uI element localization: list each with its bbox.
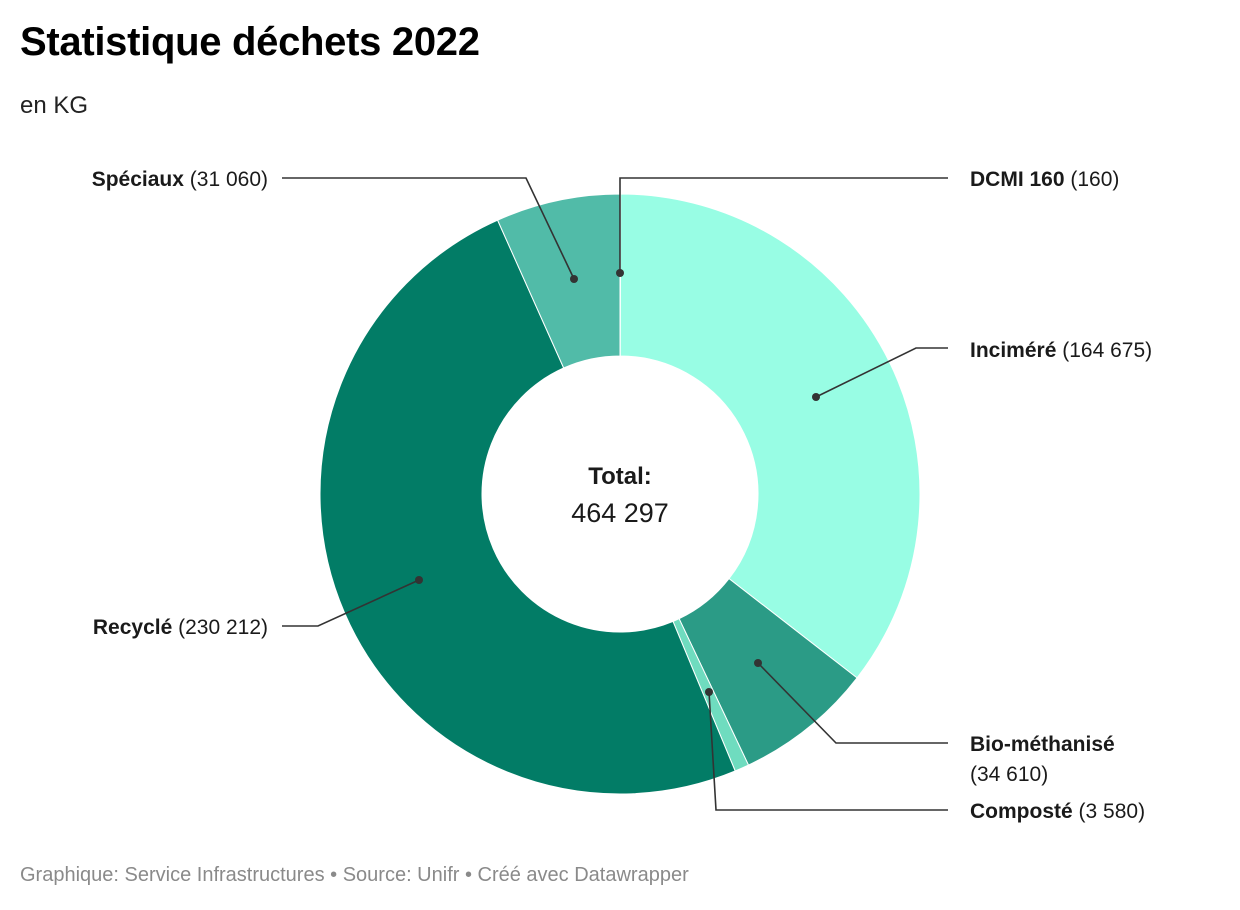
leader-dot-dcmi-160 xyxy=(616,269,624,277)
label-name: Spéciaux xyxy=(92,168,185,191)
label-name: Composté xyxy=(970,800,1073,823)
label-recycle: Recyclé (230 212) xyxy=(93,616,268,639)
label-name: DCMI 160 xyxy=(970,168,1065,191)
leader-line-incimere xyxy=(815,347,948,398)
total-value: 464 297 xyxy=(571,498,669,528)
label-value: (34 610) xyxy=(970,763,1048,786)
leader-line-recycle xyxy=(282,579,420,627)
label-value: (230 212) xyxy=(172,616,268,639)
slice-labels: DCMI 160 (160) Inciméré (164 675) Bio-méth… xyxy=(92,168,1152,823)
leader-dot-recycle xyxy=(415,576,423,584)
leader-line-bio-methanise xyxy=(757,662,948,744)
total-label: Total: xyxy=(588,463,652,490)
label-value: (31 060) xyxy=(184,168,268,191)
label-name: Inciméré xyxy=(970,339,1056,362)
label-value: (160) xyxy=(1065,168,1120,191)
chart-title: Statistique déchets 2022 xyxy=(20,20,480,64)
leader-dot-speciaux xyxy=(570,275,578,283)
donut-slices xyxy=(319,193,921,795)
label-dcmi-160: DCMI 160 (160) xyxy=(970,168,1119,191)
chart-subtitle: en KG xyxy=(20,92,89,119)
leader-line-dcmi-160 xyxy=(619,177,948,273)
leader-dot-composte xyxy=(705,688,713,696)
label-incimere: Inciméré (164 675) xyxy=(970,339,1152,362)
slice-recycle xyxy=(319,219,736,795)
leader-lines xyxy=(282,177,948,811)
label-speciaux: Spéciaux (31 060) xyxy=(92,168,268,191)
label-value: (3 580) xyxy=(1073,800,1145,823)
leader-line-composte xyxy=(708,691,948,811)
slice-incimere xyxy=(619,193,921,679)
leader-dot-incimere xyxy=(812,393,820,401)
chart-footer: Graphique: Service Infrastructures • Sou… xyxy=(20,864,689,886)
leader-line-speciaux xyxy=(282,177,575,280)
label-name: Recyclé xyxy=(93,616,172,639)
label-value: (164 675) xyxy=(1056,339,1152,362)
leader-dot-bio-methanise xyxy=(754,659,762,667)
label-composte: Composté (3 580) xyxy=(970,800,1145,823)
label-bio-methanise: Bio-méthanisé (34 610) xyxy=(970,733,1115,786)
label-name: Bio-méthanisé xyxy=(970,733,1115,756)
